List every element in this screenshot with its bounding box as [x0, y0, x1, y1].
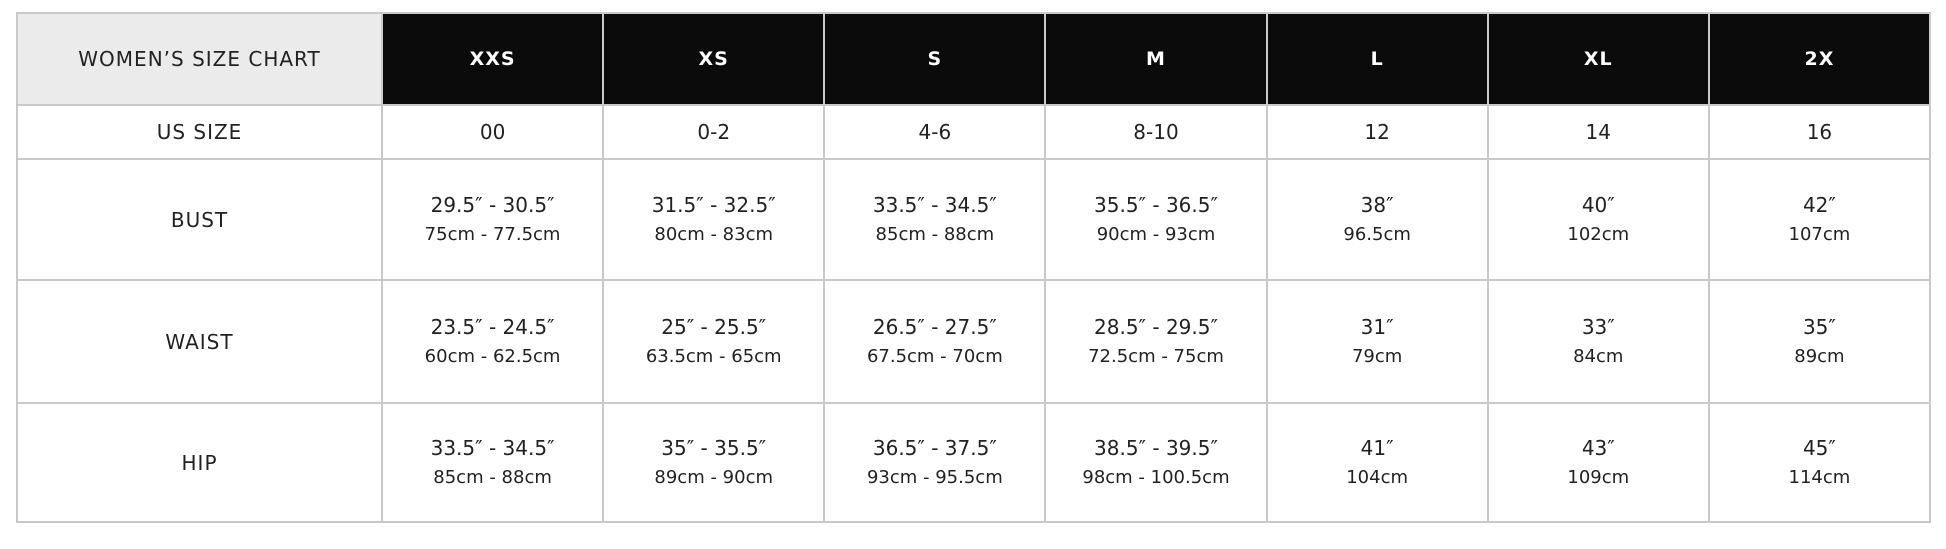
chart-title: WOMEN’S SIZE CHART [16, 12, 383, 106]
hip-inches: 43″ [1581, 435, 1615, 460]
hip-cell: 33.5″ - 34.5″ 85cm - 88cm [380, 402, 605, 523]
waist-cm: 89cm [1794, 345, 1845, 367]
waist-cell: 35″ 89cm [1707, 279, 1932, 404]
bust-inches: 33.5″ - 34.5″ [872, 192, 997, 217]
bust-inches: 40″ [1581, 192, 1615, 217]
hip-cm: 89cm - 90cm [654, 466, 774, 488]
us-size-cell: 0-2 [602, 104, 826, 160]
hip-inches: 35″ - 35.5″ [661, 435, 767, 460]
bust-cell: 38″ 96.5cm [1265, 158, 1489, 281]
bust-cell: 42″ 107cm [1707, 158, 1932, 281]
waist-cm: 72.5cm - 75cm [1088, 345, 1224, 367]
bust-row: BUST 29.5″ - 30.5″ 75cm - 77.5cm 31.5″ - 32… [16, 158, 1932, 281]
waist-cell: 28.5″ - 29.5″ 72.5cm - 75cm [1044, 279, 1268, 404]
size-header-xxs: XXS [380, 12, 605, 106]
waist-cell: 23.5″ - 24.5″ 60cm - 62.5cm [380, 279, 605, 404]
bust-cell: 35.5″ - 36.5″ 90cm - 93cm [1044, 158, 1268, 281]
size-chart-table: WOMEN’S SIZE CHART XXS XS S M L XL 2X US SIZE 00 0… [16, 12, 1932, 523]
bust-inches: 35.5″ - 36.5″ [1094, 192, 1218, 217]
us-size-row: US SIZE 00 0-2 4-6 8-10 12 14 16 [16, 104, 1932, 160]
size-header-l: L [1265, 12, 1489, 106]
bust-cm: 85cm - 88cm [875, 223, 995, 245]
bust-inches: 29.5″ - 30.5″ [430, 192, 555, 217]
waist-inches: 31″ [1360, 314, 1394, 339]
us-size-cell: 4-6 [823, 104, 1047, 160]
bust-cm: 96.5cm [1343, 223, 1411, 245]
bust-cell: 40″ 102cm [1486, 158, 1710, 281]
hip-inches: 36.5″ - 37.5″ [872, 435, 997, 460]
waist-inches: 23.5″ - 24.5″ [430, 314, 555, 339]
hip-inches: 41″ [1360, 435, 1394, 460]
bust-cm: 90cm - 93cm [1096, 223, 1216, 245]
us-size-cell: 8-10 [1044, 104, 1268, 160]
waist-cm: 79cm [1351, 345, 1403, 367]
size-header-xl: XL [1486, 12, 1710, 106]
row-label-bust: BUST [16, 158, 383, 281]
size-header-m: M [1044, 12, 1268, 106]
waist-cell: 25″ - 25.5″ 63.5cm - 65cm [602, 279, 826, 404]
hip-row: HIP 33.5″ - 34.5″ 85cm - 88cm 35″ - 35.5″ 89… [16, 402, 1932, 523]
hip-cm: 85cm - 88cm [433, 466, 552, 488]
waist-cm: 84cm [1573, 345, 1624, 367]
hip-cell: 41″ 104cm [1265, 402, 1489, 523]
waist-cm: 63.5cm - 65cm [645, 345, 782, 367]
hip-inches: 33.5″ - 34.5″ [430, 435, 555, 460]
hip-cm: 114cm [1788, 466, 1851, 488]
hip-inches: 38.5″ - 39.5″ [1094, 435, 1218, 460]
hip-cm: 98cm - 100.5cm [1082, 466, 1230, 488]
waist-inches: 26.5″ - 27.5″ [872, 314, 997, 339]
waist-row: WAIST 23.5″ - 24.5″ 60cm - 62.5cm 25″ - 25.… [16, 279, 1932, 404]
hip-cm: 104cm [1346, 466, 1409, 488]
hip-cell: 35″ - 35.5″ 89cm - 90cm [602, 402, 826, 523]
bust-inches: 42″ [1802, 192, 1836, 217]
waist-inches: 33″ [1581, 314, 1615, 339]
hip-inches: 45″ [1802, 435, 1836, 460]
hip-cm: 109cm [1567, 466, 1630, 488]
hip-cm: 93cm - 95.5cm [866, 466, 1003, 488]
waist-cell: 26.5″ - 27.5″ 67.5cm - 70cm [823, 279, 1047, 404]
waist-inches: 28.5″ - 29.5″ [1094, 314, 1218, 339]
us-size-cell: 12 [1265, 104, 1489, 160]
waist-inches: 35″ [1802, 314, 1836, 339]
us-size-cell: 14 [1486, 104, 1710, 160]
bust-cm: 107cm [1788, 223, 1851, 245]
size-header-xs: XS [602, 12, 826, 106]
bust-cm: 102cm [1567, 223, 1630, 245]
hip-cell: 36.5″ - 37.5″ 93cm - 95.5cm [823, 402, 1047, 523]
bust-cell: 31.5″ - 32.5″ 80cm - 83cm [602, 158, 826, 281]
bust-inches: 31.5″ - 32.5″ [651, 192, 776, 217]
hip-cell: 43″ 109cm [1486, 402, 1710, 523]
bust-cell: 33.5″ - 34.5″ 85cm - 88cm [823, 158, 1047, 281]
waist-cell: 33″ 84cm [1486, 279, 1710, 404]
waist-cell: 31″ 79cm [1265, 279, 1489, 404]
header-row: WOMEN’S SIZE CHART XXS XS S M L XL 2X [16, 12, 1932, 106]
size-header-s: S [823, 12, 1047, 106]
waist-inches: 25″ - 25.5″ [661, 314, 767, 339]
bust-cm: 80cm - 83cm [654, 223, 774, 245]
bust-cell: 29.5″ - 30.5″ 75cm - 77.5cm [380, 158, 605, 281]
row-label-waist: WAIST [16, 279, 383, 404]
row-label-us-size: US SIZE [16, 104, 383, 160]
waist-cm: 60cm - 62.5cm [424, 345, 561, 367]
bust-cm: 75cm - 77.5cm [424, 223, 561, 245]
row-label-hip: HIP [16, 402, 383, 523]
us-size-cell: 16 [1707, 104, 1932, 160]
hip-cell: 45″ 114cm [1707, 402, 1932, 523]
hip-cell: 38.5″ - 39.5″ 98cm - 100.5cm [1044, 402, 1268, 523]
us-size-cell: 00 [380, 104, 605, 160]
size-header-2x: 2X [1707, 12, 1932, 106]
bust-inches: 38″ [1360, 192, 1394, 217]
waist-cm: 67.5cm - 70cm [866, 345, 1003, 367]
